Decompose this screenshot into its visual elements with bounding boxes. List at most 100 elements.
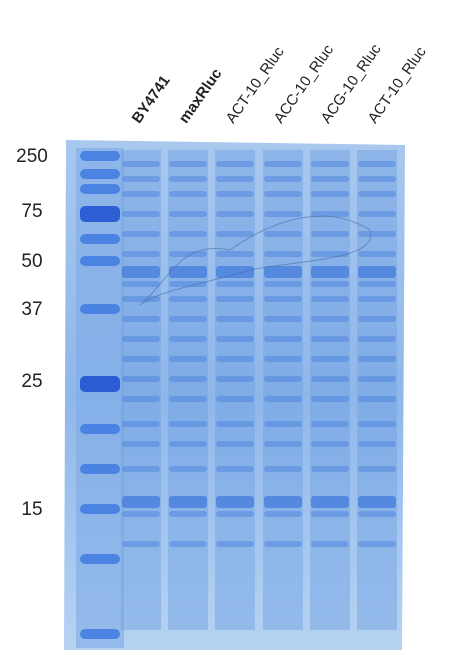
sample-band: [358, 281, 396, 287]
sample-band: [169, 191, 207, 197]
marker-label: 75: [21, 201, 42, 222]
sample-band: [216, 336, 254, 342]
sample-band: [216, 176, 254, 182]
sample-band: [358, 441, 396, 447]
sample-band: [169, 176, 207, 182]
sample-band: [216, 376, 254, 382]
sample-band: [264, 231, 302, 237]
marker-label: 250: [16, 146, 48, 167]
sample-band: [264, 251, 302, 257]
ladder-band: [80, 206, 120, 222]
sample-lane: [215, 150, 255, 630]
sample-band: [311, 356, 349, 362]
ladder-band: [80, 234, 120, 244]
sample-band: [216, 511, 254, 517]
sample-band: [311, 251, 349, 257]
sample-band: [169, 466, 207, 472]
sample-band: [122, 466, 160, 472]
sample-band: [311, 266, 349, 278]
sample-band: [264, 376, 302, 382]
sample-band: [169, 161, 207, 167]
sample-band: [311, 541, 349, 547]
sample-band: [216, 541, 254, 547]
sample-band: [216, 466, 254, 472]
sample-band: [169, 316, 207, 322]
sample-band: [122, 356, 160, 362]
sample-band: [169, 421, 207, 427]
sample-band: [311, 421, 349, 427]
sample-band: [122, 266, 160, 278]
sample-band: [358, 421, 396, 427]
sample-band: [358, 511, 396, 517]
sample-band: [264, 541, 302, 547]
sample-band: [311, 396, 349, 402]
sample-band: [358, 266, 396, 278]
sample-band: [216, 316, 254, 322]
lane-label: BY4741: [129, 72, 174, 126]
sample-band: [358, 176, 396, 182]
sample-band: [216, 191, 254, 197]
sample-band: [311, 511, 349, 517]
sample-band: [264, 496, 302, 508]
sample-band: [122, 496, 160, 508]
sample-band: [169, 511, 207, 517]
sample-band: [311, 161, 349, 167]
sample-band: [264, 161, 302, 167]
sample-band: [216, 161, 254, 167]
sample-band: [216, 251, 254, 257]
sample-band: [264, 176, 302, 182]
sample-band: [169, 376, 207, 382]
sample-band: [358, 316, 396, 322]
sample-band: [122, 421, 160, 427]
ladder-band: [80, 304, 120, 314]
sample-band: [122, 316, 160, 322]
sample-lane: [121, 150, 161, 630]
sample-band: [169, 441, 207, 447]
sample-band: [311, 176, 349, 182]
sample-lane: [263, 150, 303, 630]
sample-band: [216, 296, 254, 302]
sample-band: [311, 376, 349, 382]
marker-label: 37: [21, 299, 42, 320]
sample-band: [311, 336, 349, 342]
sample-band: [264, 421, 302, 427]
sample-band: [122, 396, 160, 402]
sample-band: [169, 231, 207, 237]
sample-band: [169, 336, 207, 342]
sample-band: [122, 541, 160, 547]
bands: [76, 148, 397, 648]
sample-band: [169, 396, 207, 402]
marker-label: 15: [21, 499, 42, 520]
ladder-band: [80, 504, 120, 514]
sample-band: [264, 211, 302, 217]
sample-band: [311, 191, 349, 197]
sample-band: [216, 231, 254, 237]
sample-band: [264, 396, 302, 402]
ladder-band: [80, 424, 120, 434]
sample-band: [311, 296, 349, 302]
marker-label: 50: [21, 251, 42, 272]
sample-band: [358, 161, 396, 167]
sample-band: [264, 316, 302, 322]
sample-band: [358, 496, 396, 508]
sample-band: [311, 441, 349, 447]
sample-lane: [310, 150, 350, 630]
sample-band: [169, 356, 207, 362]
ladder-band: [80, 169, 120, 179]
sample-band: [216, 396, 254, 402]
sample-band: [122, 176, 160, 182]
sample-band: [311, 466, 349, 472]
sample-band: [216, 441, 254, 447]
sample-band: [358, 376, 396, 382]
ladder-band: [80, 554, 120, 564]
lane-label: maxRluc: [176, 66, 226, 127]
sample-lane: [168, 150, 208, 630]
sample-band: [311, 281, 349, 287]
sample-band: [264, 296, 302, 302]
sample-band: [358, 466, 396, 472]
sample-band: [169, 496, 207, 508]
sample-band: [169, 296, 207, 302]
sample-band: [264, 441, 302, 447]
ladder-band: [80, 464, 120, 474]
sample-band: [122, 376, 160, 382]
